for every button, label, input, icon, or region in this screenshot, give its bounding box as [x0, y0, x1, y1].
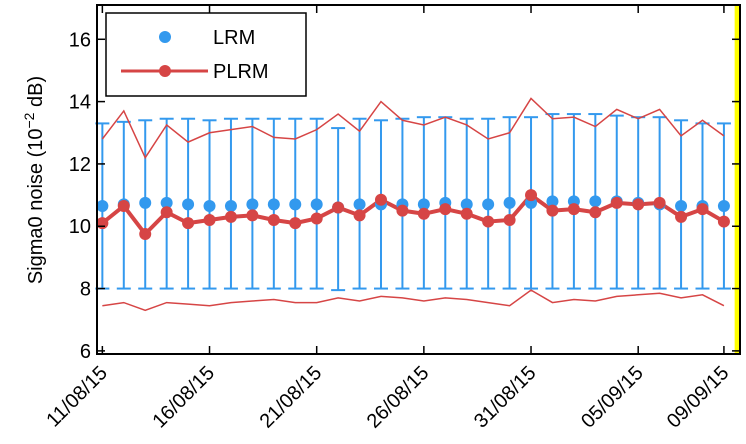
- x-tick-label: 26/08/15: [363, 362, 434, 433]
- legend-box: [105, 12, 307, 97]
- plrm-point: [482, 215, 495, 228]
- x-tick-label: 05/09/15: [577, 362, 648, 433]
- lrm-point: [310, 198, 323, 211]
- y-axis-title-main: Sigma0 noise (10: [25, 129, 47, 285]
- plrm-point: [203, 214, 216, 227]
- plrm-point: [503, 214, 516, 227]
- y-tick-label: 10: [69, 216, 91, 238]
- plrm-point: [224, 210, 237, 223]
- lrm-point: [289, 198, 302, 211]
- lrm-point: [96, 199, 109, 212]
- plrm-point: [96, 217, 109, 230]
- y-tick-label: 6: [80, 341, 91, 363]
- plrm-point: [289, 217, 302, 230]
- y-axis: 6 8 10 12 14 16: [69, 29, 740, 363]
- x-tick-label: 16/08/15: [148, 362, 219, 433]
- lrm-point: [546, 195, 559, 208]
- lrm-point: [417, 198, 430, 211]
- highlight-layer: [734, 5, 740, 354]
- x-tick-label: 09/09/15: [663, 362, 734, 433]
- lrm-point: [482, 198, 495, 211]
- plrm-point: [567, 203, 580, 216]
- lrm-point: [160, 196, 173, 209]
- y-axis-title: Sigma0 noise (10−2 dB): [21, 76, 47, 284]
- legend-plrm-label: PLRM: [213, 61, 269, 83]
- plrm-point: [139, 228, 152, 241]
- lrm-point: [246, 198, 259, 211]
- plrm-point: [182, 217, 195, 230]
- plrm-point: [439, 203, 452, 216]
- plrm-point: [589, 206, 602, 219]
- lrm-point: [267, 198, 280, 211]
- plrm-point: [546, 204, 559, 217]
- plrm-upper-line: [101, 97, 725, 160]
- lrm-point: [717, 199, 730, 212]
- plrm-point: [632, 198, 645, 211]
- lrm-point: [589, 195, 602, 208]
- lrm-point: [139, 196, 152, 209]
- highlight-span: [734, 5, 740, 354]
- plrm-point: [675, 210, 688, 223]
- legend-lrm-marker: [159, 31, 171, 43]
- lrm-point: [353, 198, 366, 211]
- legend: LRM PLRM: [105, 12, 307, 97]
- plrm-point: [246, 209, 259, 222]
- x-tick-label: 11/08/15: [42, 362, 112, 432]
- plrm-point: [396, 204, 409, 217]
- lrm-point: [182, 198, 195, 211]
- plrm-point: [717, 215, 730, 228]
- plrm-point: [267, 214, 280, 227]
- plrm-point: [696, 203, 709, 216]
- data-points: [96, 189, 730, 241]
- plrm-point: [117, 199, 130, 212]
- y-tick-label: 12: [69, 154, 91, 176]
- x-tick-label: 31/08/15: [470, 362, 541, 433]
- plrm-point: [610, 196, 623, 209]
- plrm-point: [653, 196, 666, 209]
- legend-lrm-label: LRM: [213, 27, 255, 49]
- plrm-point: [332, 201, 345, 214]
- y-tick-label: 14: [69, 92, 91, 114]
- lrm-point: [203, 199, 216, 212]
- legend-plrm-marker: [159, 65, 171, 77]
- plrm-point: [525, 189, 538, 202]
- plrm-point: [374, 193, 387, 206]
- plrm-lower-line: [102, 289, 725, 312]
- y-tick-label: 8: [80, 279, 91, 301]
- plrm-point: [160, 206, 173, 219]
- x-tick-label: 21/08/15: [256, 362, 327, 433]
- y-axis-title-exponent: −2: [21, 112, 37, 128]
- plrm-point: [353, 209, 366, 222]
- plrm-point: [460, 207, 473, 220]
- plrm-point: [417, 207, 430, 220]
- lrm-point: [675, 199, 688, 212]
- lrm-point: [460, 198, 473, 211]
- lrm-point: [503, 196, 516, 209]
- plrm-point: [310, 212, 323, 225]
- plot-frame: [96, 4, 741, 355]
- y-tick-label: 16: [69, 29, 91, 51]
- lrm-point: [224, 199, 237, 212]
- y-axis-title-suffix: dB): [25, 76, 47, 113]
- plrm-envelope: [101, 97, 725, 312]
